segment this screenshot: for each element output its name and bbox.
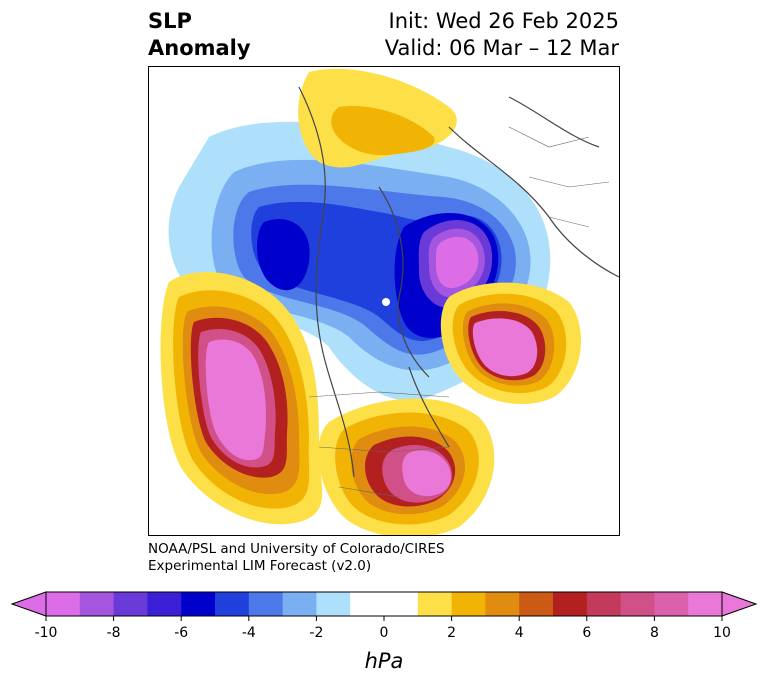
colorbar-segment: [688, 592, 723, 616]
colorbar-tick-label: 4: [515, 625, 524, 641]
colorbar-segment: [147, 592, 182, 616]
credit-line-1: NOAA/PSL and University of Colorado/CIRE…: [148, 541, 445, 557]
colorbar-segment: [417, 592, 453, 616]
colorbar-tick-label: -2: [309, 625, 323, 641]
colorbar-segment: [113, 592, 148, 616]
init-date: Init: Wed 26 Feb 2025: [388, 9, 619, 33]
colorbar-tick-label: 0: [380, 625, 389, 641]
colorbar-segment: [282, 592, 317, 616]
forecast-dates: Init: Wed 26 Feb 2025 Valid: 06 Mar – 12…: [385, 8, 619, 62]
colorbar-segment: [316, 592, 351, 616]
colorbar-tick-label: 6: [582, 625, 591, 641]
colorbar-tick-label: 2: [447, 625, 456, 641]
colorbar-tick-label: -8: [107, 625, 121, 641]
colorbar-tick-label: -10: [35, 625, 58, 641]
colorbar-segment: [384, 592, 419, 616]
colorbar-ticks: -10 -8 -6 -4 -2 0 2 4 6 8 10: [35, 616, 731, 641]
credit-line-2: Experimental LIM Forecast (v2.0): [148, 558, 372, 574]
colorbar-segment: [654, 592, 689, 616]
colorbar: -10 -8 -6 -4 -2 0 2 4 6 8 10 hPa: [10, 591, 758, 673]
colorbar-segment: [181, 592, 216, 616]
colorbar-segment: [519, 592, 554, 616]
colorbar-segment: [553, 592, 588, 616]
colorbar-extend-high: [721, 591, 758, 617]
colorbar-segment: [586, 592, 622, 616]
positive-anomaly-region: [160, 272, 581, 535]
colorbar-tick-label: -6: [174, 625, 188, 641]
credits: NOAA/PSL and University of Colorado/CIRE…: [148, 541, 445, 575]
coastlines: [298, 86, 619, 478]
colorbar-unit-label: hPa: [365, 649, 404, 673]
colorbar-tick-label: 8: [650, 625, 659, 641]
anomaly-map: [160, 68, 619, 535]
colorbar-segment: [350, 592, 385, 616]
colorbar-segment: [451, 592, 486, 616]
chart-title: SLP Anomaly: [148, 8, 251, 62]
colorbar-segment: [215, 592, 250, 616]
valid-dates: Valid: 06 Mar – 12 Mar: [384, 36, 619, 60]
colorbar-segment: [248, 592, 284, 616]
colorbar-segment: [620, 592, 655, 616]
colorbar-segments: [46, 592, 723, 616]
title-line-2: Anomaly: [148, 36, 251, 60]
colorbar-segment: [485, 592, 520, 616]
positive-anomaly-north: [298, 68, 457, 168]
colorbar-tick-label: -4: [242, 625, 256, 641]
title-line-1: SLP: [148, 9, 192, 33]
boundaries: [308, 126, 610, 498]
colorbar-segment: [79, 592, 115, 616]
colorbar-tick-label: 10: [713, 625, 731, 641]
colorbar-extend-low: [10, 591, 47, 617]
colorbar-segment: [46, 592, 81, 616]
map-panel: [148, 66, 620, 536]
